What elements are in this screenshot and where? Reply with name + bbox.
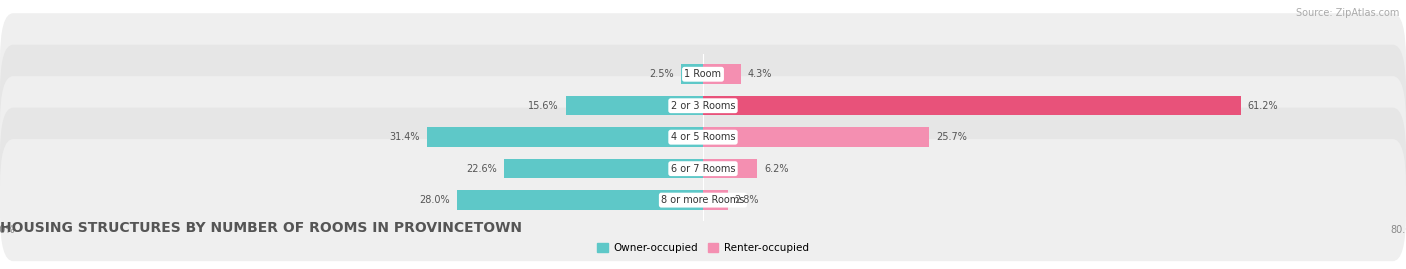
Bar — [681, 65, 703, 84]
Bar — [703, 190, 728, 210]
Bar — [457, 190, 703, 210]
FancyBboxPatch shape — [0, 139, 1406, 261]
FancyBboxPatch shape — [0, 13, 1406, 135]
Text: 6.2%: 6.2% — [765, 164, 789, 174]
Text: 6 or 7 Rooms: 6 or 7 Rooms — [671, 164, 735, 174]
Text: 2 or 3 Rooms: 2 or 3 Rooms — [671, 101, 735, 111]
Text: 25.7%: 25.7% — [936, 132, 967, 142]
Text: 28.0%: 28.0% — [419, 195, 450, 205]
Text: 2.5%: 2.5% — [650, 69, 673, 79]
Text: 2.8%: 2.8% — [734, 195, 759, 205]
Bar — [427, 128, 703, 147]
FancyBboxPatch shape — [0, 45, 1406, 167]
Bar — [565, 96, 703, 115]
FancyBboxPatch shape — [0, 108, 1406, 230]
Text: Source: ZipAtlas.com: Source: ZipAtlas.com — [1295, 8, 1399, 18]
Bar — [703, 96, 1241, 115]
Legend: Owner-occupied, Renter-occupied: Owner-occupied, Renter-occupied — [593, 239, 813, 257]
FancyBboxPatch shape — [0, 76, 1406, 198]
Bar — [703, 65, 741, 84]
Text: 8 or more Rooms: 8 or more Rooms — [661, 195, 745, 205]
Text: HOUSING STRUCTURES BY NUMBER OF ROOMS IN PROVINCETOWN: HOUSING STRUCTURES BY NUMBER OF ROOMS IN… — [0, 221, 522, 235]
Text: 4 or 5 Rooms: 4 or 5 Rooms — [671, 132, 735, 142]
Text: 15.6%: 15.6% — [529, 101, 560, 111]
Text: 61.2%: 61.2% — [1249, 101, 1278, 111]
Bar — [505, 159, 703, 178]
Bar — [703, 128, 929, 147]
Text: 31.4%: 31.4% — [389, 132, 420, 142]
Text: 4.3%: 4.3% — [748, 69, 772, 79]
Bar — [703, 159, 758, 178]
Text: 22.6%: 22.6% — [467, 164, 498, 174]
Text: 1 Room: 1 Room — [685, 69, 721, 79]
